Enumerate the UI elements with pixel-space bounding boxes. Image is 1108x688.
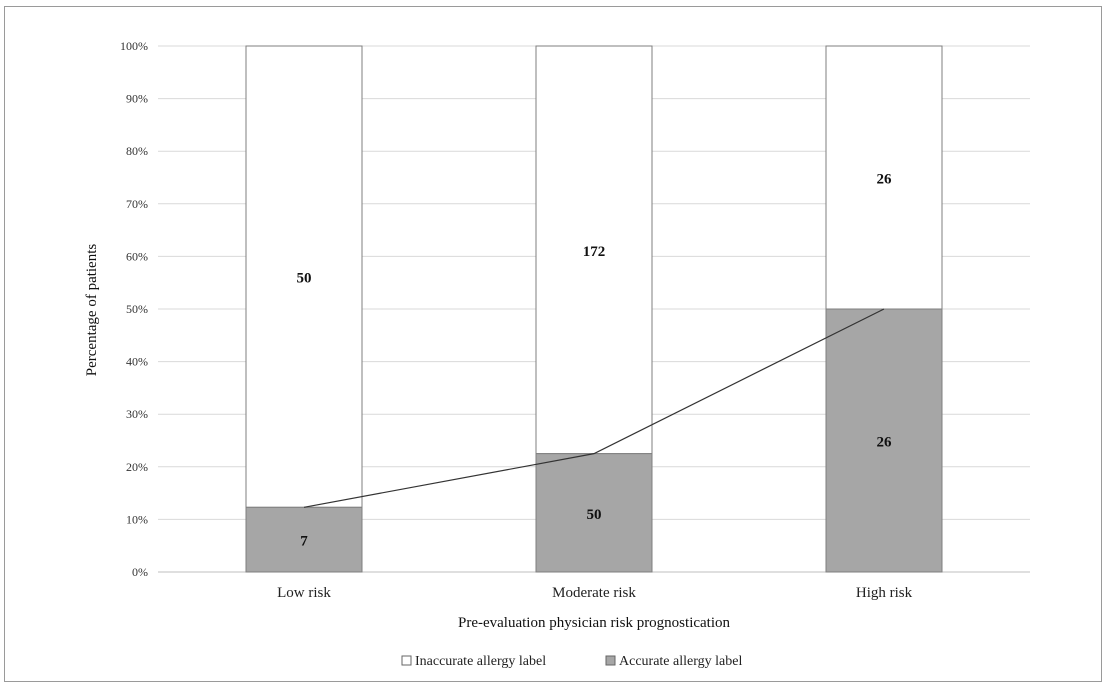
y-tick-label: 90% <box>126 92 148 106</box>
y-tick-label: 80% <box>126 144 148 158</box>
trend-line-group <box>303 308 885 508</box>
y-tick-label: 50% <box>126 302 148 316</box>
bar-accurate <box>245 506 363 573</box>
y-tick-label: 60% <box>126 249 148 263</box>
bar-accurate <box>825 308 943 573</box>
legend-label-accurate: Accurate allergy label <box>619 654 742 669</box>
y-tick-label: 10% <box>126 512 148 526</box>
y-axis-ticks: 0% 10% 20% 30% 40% 50% 60% 70% 80% 90% 100% <box>120 39 148 579</box>
bar-inaccurate <box>245 45 363 508</box>
legend-label-inaccurate: Inaccurate allergy label <box>415 654 546 669</box>
bar-accurate <box>535 453 653 573</box>
y-tick-label: 20% <box>126 460 148 474</box>
y-axis-title: Percentage of patients <box>84 244 100 377</box>
bar-inaccurate <box>825 45 943 310</box>
x-axis-title: Pre-evaluation physician risk prognostic… <box>458 615 731 631</box>
y-tick-label: 100% <box>120 39 148 53</box>
bars <box>245 45 943 573</box>
x-category-label: Low risk <box>277 585 331 601</box>
y-tick-label: 0% <box>132 565 148 579</box>
data-label-accurate: 26 <box>877 435 893 451</box>
x-category-label: High risk <box>856 585 913 601</box>
bar-inaccurate <box>535 45 653 455</box>
y-tick-label: 40% <box>126 355 148 369</box>
y-tick-label: 70% <box>126 197 148 211</box>
legend-swatch-accurate <box>605 655 616 666</box>
data-label-inaccurate: 50 <box>297 271 312 287</box>
data-label-accurate: 7 <box>300 534 308 550</box>
data-label-inaccurate: 26 <box>877 172 893 188</box>
legend: Inaccurate allergy label Accurate allerg… <box>401 654 742 669</box>
legend-swatch-inaccurate <box>401 655 412 666</box>
x-category-label: Moderate risk <box>552 585 636 601</box>
trend-line <box>303 308 885 508</box>
data-labels: 7 50 50 172 26 26 <box>297 172 893 550</box>
y-tick-label: 30% <box>126 407 148 421</box>
data-label-accurate: 50 <box>587 507 602 523</box>
data-label-inaccurate: 172 <box>583 244 606 260</box>
x-axis-categories: Low risk Moderate risk High risk <box>277 585 913 601</box>
